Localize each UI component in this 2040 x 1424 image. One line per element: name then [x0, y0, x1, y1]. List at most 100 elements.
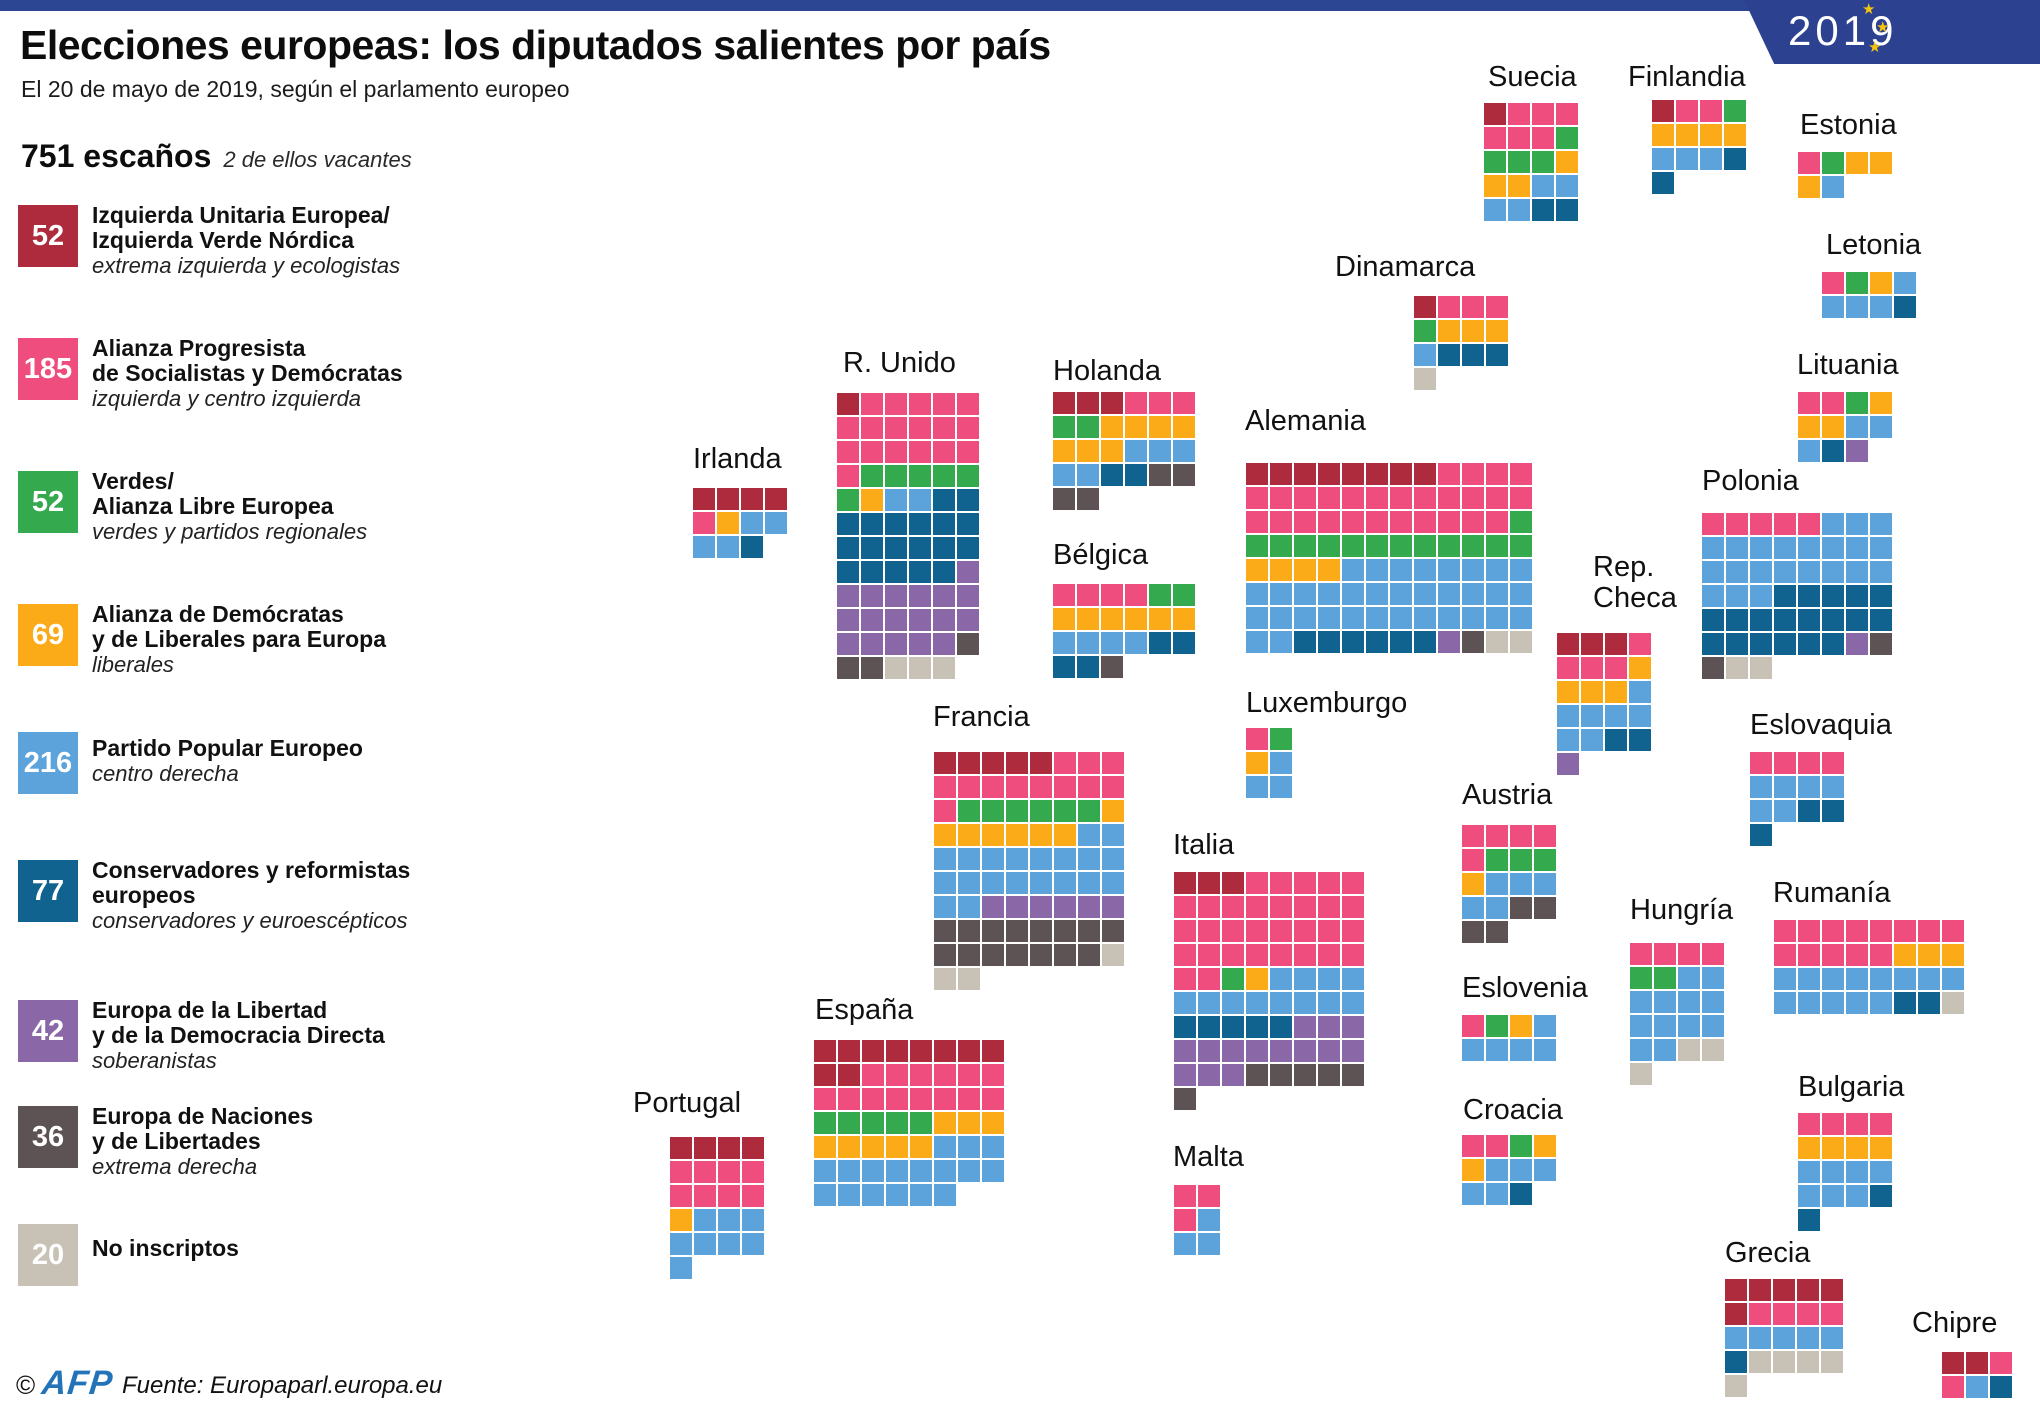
- seat-cell: [1822, 1137, 1844, 1159]
- seat-cell: [1534, 1159, 1556, 1181]
- country-label: Letonia: [1826, 229, 1922, 261]
- seat-cell: [1390, 535, 1412, 557]
- seat-cell: [1414, 631, 1436, 653]
- seat-cell: [1774, 776, 1796, 798]
- seat-cell: [1846, 1137, 1868, 1159]
- seat-cell: [1102, 800, 1124, 822]
- seat-cell: [886, 1112, 908, 1134]
- seat-cell: [1390, 511, 1412, 533]
- seat-cell: [910, 1040, 932, 1062]
- seat-cell: [982, 776, 1004, 798]
- seat-cell: [1605, 633, 1627, 655]
- seat-cell: [1510, 1159, 1532, 1181]
- seat-cell: [1556, 151, 1578, 173]
- seat-cell: [1556, 127, 1578, 149]
- country-seat-grid: [1798, 1113, 1892, 1231]
- seat-cell: [1294, 872, 1316, 894]
- seat-cell: [1246, 872, 1268, 894]
- country-seat-grid: [1942, 1352, 2012, 1398]
- seat-cell: [1078, 920, 1100, 942]
- seat-cell: [1774, 561, 1796, 583]
- seat-cell: [909, 561, 931, 583]
- seat-cell: [1534, 1015, 1556, 1037]
- seat-cell: [1774, 537, 1796, 559]
- seat-cell: [982, 944, 1004, 966]
- seat-cell: [694, 1233, 716, 1255]
- seat-cell: [1294, 1064, 1316, 1086]
- seat-cell: [1366, 511, 1388, 533]
- legend-group-name: Alianza Progresista: [92, 335, 306, 361]
- seat-cell: [1581, 657, 1603, 679]
- seat-cell: [1173, 416, 1195, 438]
- legend-swatch: 52: [18, 471, 78, 533]
- seat-cell: [909, 585, 931, 607]
- seat-cell: [1749, 1351, 1771, 1373]
- legend-group-desc: soberanistas: [92, 1048, 217, 1073]
- seat-cell: [1510, 511, 1532, 533]
- seat-cell: [742, 1185, 764, 1207]
- seat-cell: [1510, 607, 1532, 629]
- legend-group-name: y de Libertades: [92, 1128, 261, 1154]
- seat-cell: [1438, 463, 1460, 485]
- seat-cell: [1462, 511, 1484, 533]
- seat-cell: [1270, 1016, 1292, 1038]
- seat-cell: [909, 537, 931, 559]
- country-label: Rep. Checa: [1593, 551, 1677, 614]
- seat-cell: [1053, 416, 1075, 438]
- country-label: Lituania: [1797, 349, 1899, 381]
- seat-cell: [1797, 1279, 1819, 1301]
- seat-cell: [1486, 873, 1508, 895]
- seat-cell: [982, 1136, 1004, 1158]
- seat-cell: [1510, 535, 1532, 557]
- seat-cell: [1078, 800, 1100, 822]
- seat-cell: [1773, 1351, 1795, 1373]
- seat-cell: [1630, 1063, 1652, 1085]
- seat-cell: [1222, 920, 1244, 942]
- seat-cell: [862, 1112, 884, 1134]
- seat-cell: [1652, 124, 1674, 146]
- country-label: Luxemburgo: [1246, 687, 1408, 719]
- seat-cell: [1774, 609, 1796, 631]
- seat-cell: [934, 848, 956, 870]
- seat-cell: [1822, 609, 1844, 631]
- eu-star-icon: ★: [1862, 1, 1876, 18]
- seat-cell: [1654, 1039, 1676, 1061]
- legend-text: Alianza de Demócratas y de Liberales para…: [92, 602, 512, 678]
- legend-group-name: Europa de Naciones: [92, 1103, 314, 1129]
- seat-cell: [1270, 607, 1292, 629]
- seat-cell: [958, 1088, 980, 1110]
- seat-cell: [1342, 607, 1364, 629]
- seat-cell: [1318, 535, 1340, 557]
- legend-swatch: 20: [18, 1224, 78, 1286]
- seat-cell: [1462, 463, 1484, 485]
- seat-cell: [934, 1136, 956, 1158]
- total-seats-line: 751 escaños 2 de ellos vacantes: [21, 138, 412, 175]
- seat-cell: [814, 1088, 836, 1110]
- seat-cell: [1077, 440, 1099, 462]
- seat-cell: [1342, 920, 1364, 942]
- seat-cell: [1870, 561, 1892, 583]
- seat-cell: [1798, 440, 1820, 462]
- seat-cell: [1798, 585, 1820, 607]
- country-label: Bélgica: [1053, 539, 1149, 571]
- seat-cell: [1270, 992, 1292, 1014]
- seat-cell: [1462, 921, 1484, 943]
- seat-cell: [1581, 705, 1603, 727]
- seat-cell: [885, 441, 907, 463]
- seat-cell: [1534, 873, 1556, 895]
- country-seat-grid: [1630, 943, 1724, 1085]
- seat-cell: [1726, 513, 1748, 535]
- seat-cell: [1700, 124, 1722, 146]
- seat-cell: [1676, 148, 1698, 170]
- seat-cell: [1822, 1185, 1844, 1207]
- seat-cell: [1486, 849, 1508, 871]
- seat-cell: [910, 1136, 932, 1158]
- seat-cell: [1414, 511, 1436, 533]
- seat-cell: [1366, 631, 1388, 653]
- seat-cell: [1532, 175, 1554, 197]
- seat-cell: [1797, 1351, 1819, 1373]
- seat-cell: [1822, 800, 1844, 822]
- seat-cell: [1077, 416, 1099, 438]
- seat-cell: [1700, 100, 1722, 122]
- seat-cell: [1270, 583, 1292, 605]
